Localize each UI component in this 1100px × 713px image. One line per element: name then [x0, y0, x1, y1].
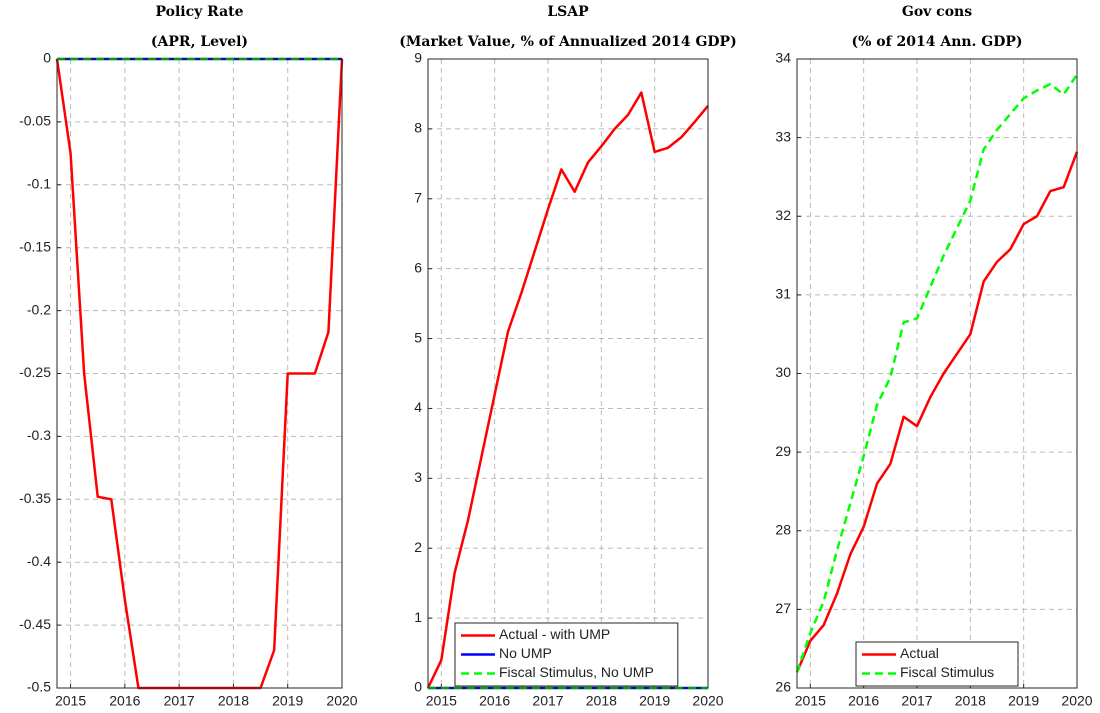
legend-box [855, 641, 1019, 687]
y-tick-label: 2 [414, 539, 422, 555]
y-tick-label: 33 [775, 128, 791, 144]
panel-title: LSAP [547, 4, 589, 20]
panel-title: Policy Rate [155, 4, 243, 20]
y-tick-label: 32 [775, 207, 791, 223]
y-tick-label: 26 [775, 679, 791, 695]
y-tick-label: -0.35 [19, 490, 51, 506]
y-tick-label: -0.15 [19, 238, 51, 254]
x-tick-label: 2020 [326, 693, 357, 709]
y-tick-label: 34 [775, 50, 791, 66]
y-tick-label: 31 [775, 286, 791, 302]
y-tick-label: -0.1 [27, 176, 51, 192]
y-tick-label: -0.25 [19, 364, 51, 380]
legend: Actual Fiscal Stimulus [855, 641, 1019, 687]
x-tick-label: 2016 [479, 693, 510, 709]
y-tick-label: -0.45 [19, 616, 51, 632]
y-tick-label: -0.5 [27, 679, 51, 695]
y-tick-label: 3 [414, 469, 422, 485]
x-tick-label: 2018 [218, 693, 249, 709]
x-tick-label: 2019 [639, 693, 670, 709]
panel: LSAP (Market Value, % of Annualized 2014 … [399, 4, 736, 709]
x-tick-label: 2018 [586, 693, 617, 709]
x-tick-label: 2019 [1008, 693, 1039, 709]
y-tick-label: 28 [775, 521, 791, 537]
legend: Actual - with UMP No UMP Fiscal Stimulus, … [454, 622, 679, 687]
x-tick-label: 2019 [272, 693, 303, 709]
panel-title: Gov cons [902, 4, 972, 20]
legend-label: Fiscal Stimulus, No UMP [499, 664, 654, 680]
panel-subtitle: (APR, Level) [151, 34, 248, 50]
x-tick-label: 2015 [55, 693, 86, 709]
y-tick-label: 29 [775, 443, 791, 459]
plot-frame [796, 58, 1078, 689]
plot-frame [56, 58, 343, 689]
y-tick-label: 27 [775, 600, 791, 616]
panel: Gov cons (% of 2014 Ann. GDP) 26 27 28 29 30 31… [775, 4, 1092, 709]
y-tick-label: -0.2 [27, 301, 51, 317]
y-tick-label: 5 [414, 329, 422, 345]
panel-subtitle: (Market Value, % of Annualized 2014 GDP) [399, 34, 736, 50]
plot-frame [427, 58, 709, 689]
x-tick-label: 2015 [795, 693, 826, 709]
x-tick-label: 2020 [1061, 693, 1092, 709]
panel: Policy Rate (APR, Level) -0.5 -0.45 -0.4 -0.3… [19, 4, 358, 709]
x-tick-label: 2017 [532, 693, 563, 709]
y-tick-label: 7 [414, 189, 422, 205]
x-tick-label: 2020 [692, 693, 723, 709]
x-tick-label: 2016 [848, 693, 879, 709]
legend-label: Fiscal Stimulus [900, 664, 994, 680]
y-tick-label: 4 [414, 399, 422, 415]
x-tick-label: 2018 [955, 693, 986, 709]
series-line [795, 74, 1079, 673]
series-line [426, 91, 709, 689]
y-tick-label: 9 [414, 50, 422, 66]
legend-label: No UMP [499, 645, 552, 661]
panel-subtitle: (% of 2014 Ann. GDP) [851, 34, 1022, 50]
x-tick-label: 2017 [901, 693, 932, 709]
legend-label: Actual - with UMP [499, 626, 610, 642]
series-line [795, 151, 1079, 673]
x-tick-label: 2017 [164, 693, 195, 709]
x-tick-label: 2015 [426, 693, 457, 709]
y-tick-label: -0.3 [27, 427, 51, 443]
y-tick-label: 8 [414, 120, 422, 136]
y-tick-label: -0.4 [27, 553, 51, 569]
y-tick-label: 0 [414, 679, 422, 695]
y-tick-label: 30 [775, 364, 791, 380]
x-tick-label: 2016 [109, 693, 140, 709]
y-tick-label: 0 [43, 50, 51, 66]
y-tick-label: -0.05 [19, 113, 51, 129]
y-tick-label: 1 [414, 609, 422, 625]
y-tick-label: 6 [414, 259, 422, 275]
series-line [55, 58, 344, 690]
legend-label: Actual [900, 645, 939, 661]
